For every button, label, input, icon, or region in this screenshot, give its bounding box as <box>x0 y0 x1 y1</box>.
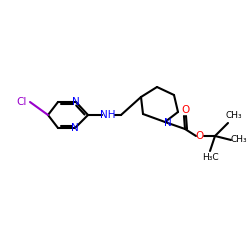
Text: CH₃: CH₃ <box>226 112 242 120</box>
Text: H₃C: H₃C <box>202 154 218 162</box>
Text: O: O <box>181 105 189 115</box>
Text: Cl: Cl <box>17 97 27 107</box>
Text: N: N <box>72 97 80 107</box>
Text: CH₃: CH₃ <box>231 136 247 144</box>
Text: N: N <box>164 118 172 128</box>
Text: N: N <box>71 123 79 133</box>
Text: NH: NH <box>100 110 116 120</box>
Text: O: O <box>196 131 204 141</box>
